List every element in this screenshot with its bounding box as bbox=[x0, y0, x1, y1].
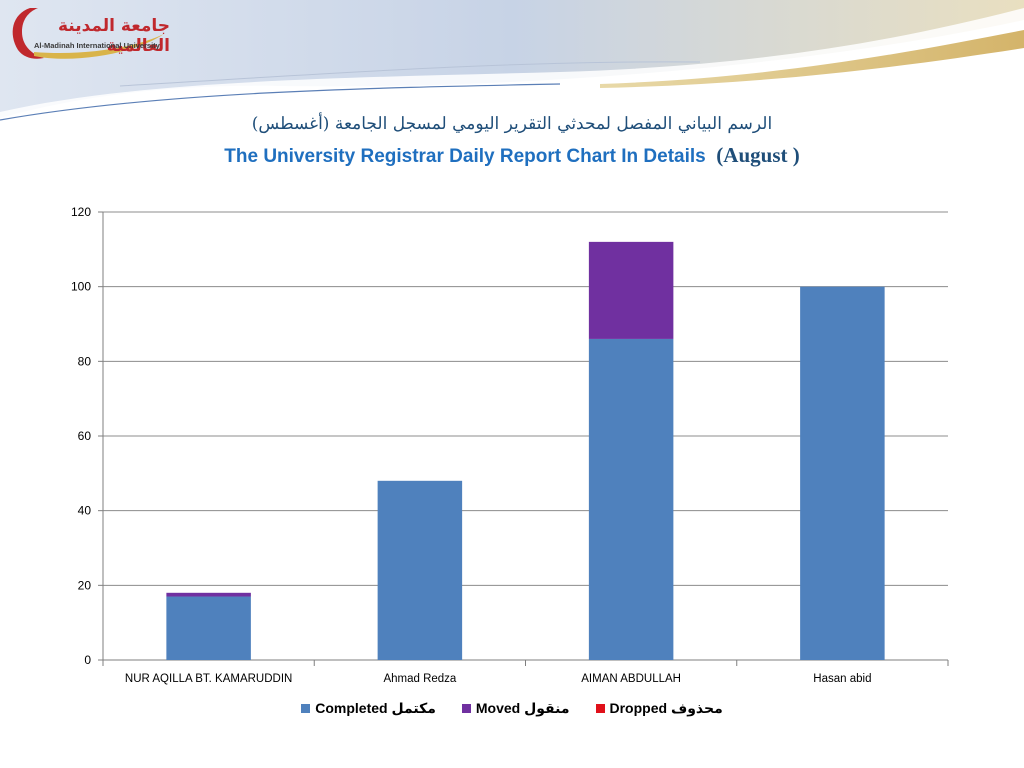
university-logo: جامعة المدينة العالمية Al-Madinah Intern… bbox=[4, 4, 170, 60]
legend-item-moved: Moved منقول bbox=[461, 700, 570, 717]
legend-label: Completed مكتمل bbox=[315, 700, 436, 716]
bar-completed bbox=[800, 286, 885, 660]
logo-arc-icon bbox=[12, 8, 164, 59]
banner-swoosh bbox=[0, 0, 1024, 124]
bar-completed bbox=[377, 480, 463, 660]
english-title-month: (August ) bbox=[716, 143, 800, 167]
legend-item-dropped: Dropped محذوف bbox=[595, 700, 723, 717]
y-tick-label: 20 bbox=[78, 578, 92, 592]
x-category-label: Hasan abid bbox=[813, 673, 871, 685]
x-category-label: NUR AQILLA BT. KAMARUDDIN bbox=[125, 673, 292, 685]
arabic-title: الرسم البياني المفصل لمحدثي التقرير اليو… bbox=[251, 114, 773, 134]
y-tick-label: 120 bbox=[71, 205, 91, 219]
legend-swatch bbox=[595, 704, 605, 713]
bar-completed bbox=[588, 338, 674, 660]
legend-label: Moved منقول bbox=[475, 700, 570, 716]
y-tick-label: 60 bbox=[78, 429, 92, 443]
bar-moved bbox=[166, 592, 251, 597]
english-title: The University Registrar Daily Report Ch… bbox=[0, 143, 1024, 168]
stacked-bar-chart: 0 20 40 60 80 100 120 NUR AQILLA BT. KAMARUDDIN… bbox=[71, 205, 949, 685]
english-title-main: The University Registrar Daily Report Ch… bbox=[224, 146, 706, 167]
y-tick-label: 80 bbox=[78, 354, 92, 368]
y-tick-label: 0 bbox=[84, 653, 91, 667]
bar-moved bbox=[588, 241, 674, 339]
x-category-label: AIMAN ABDULLAH bbox=[581, 673, 681, 685]
y-tick-label: 100 bbox=[71, 280, 91, 294]
legend-swatch bbox=[461, 704, 471, 713]
x-category-label: Ahmad Redza bbox=[383, 673, 456, 685]
legend-label: Dropped محذوف bbox=[609, 700, 723, 716]
bar-completed bbox=[166, 596, 251, 660]
logo-arabic-name: جامعة المدينة العالمية bbox=[57, 16, 170, 56]
logo-english-name: Al-Madinah International University bbox=[34, 41, 160, 50]
y-tick-label: 40 bbox=[78, 504, 92, 518]
legend-swatch bbox=[301, 704, 311, 713]
chart-legend: Completed مكتمل Moved منقول Dropped محذوف bbox=[0, 700, 1024, 717]
legend-item-completed: Completed مكتمل bbox=[301, 700, 436, 717]
header-banner bbox=[0, 0, 1024, 130]
